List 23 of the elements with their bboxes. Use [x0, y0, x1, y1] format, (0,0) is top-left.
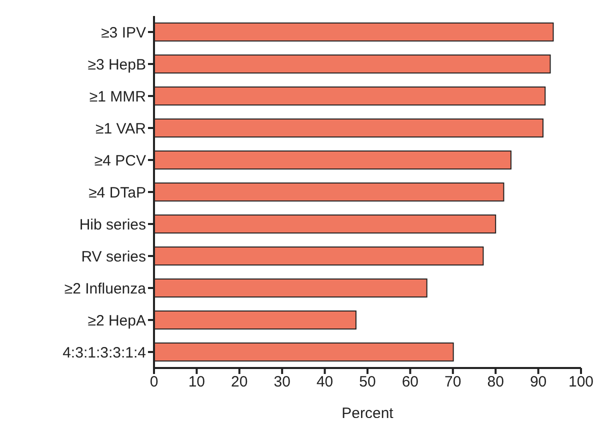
x-tick-label: 30 — [274, 374, 290, 391]
y-tick-label: Hib series — [79, 216, 146, 234]
x-tick-label: 90 — [530, 374, 547, 391]
x-axis-title: Percent — [342, 405, 394, 422]
y-tick-label: ≥3 IPV — [101, 24, 146, 42]
y-tick-label: ≥3 HepB — [88, 56, 146, 74]
x-tick-label: 40 — [316, 374, 334, 391]
x-tick-label: 10 — [188, 374, 206, 391]
y-tick-label: ≥2 HepA — [88, 312, 146, 330]
x-tick-label: 80 — [487, 374, 504, 391]
y-tick-label: ≥4 PCV — [94, 152, 146, 170]
x-tick-label: 20 — [231, 374, 248, 391]
x-tick-label: 0 — [150, 374, 158, 391]
y-tick-label: ≥1 VAR — [96, 120, 146, 138]
x-tick-label: 50 — [359, 374, 376, 391]
y-tick-label: 4:3:1:3:3:1:4 — [62, 344, 146, 362]
y-tick-label: ≥2 Influenza — [64, 280, 147, 298]
y-tick-label: ≥4 DTaP — [88, 184, 146, 202]
x-tick-label: 100 — [568, 374, 594, 391]
y-tick-label: ≥1 MMR — [89, 88, 146, 106]
x-tick-label: 70 — [444, 374, 462, 391]
x-tick-label: 60 — [402, 374, 419, 391]
y-tick-label: RV series — [81, 248, 146, 266]
